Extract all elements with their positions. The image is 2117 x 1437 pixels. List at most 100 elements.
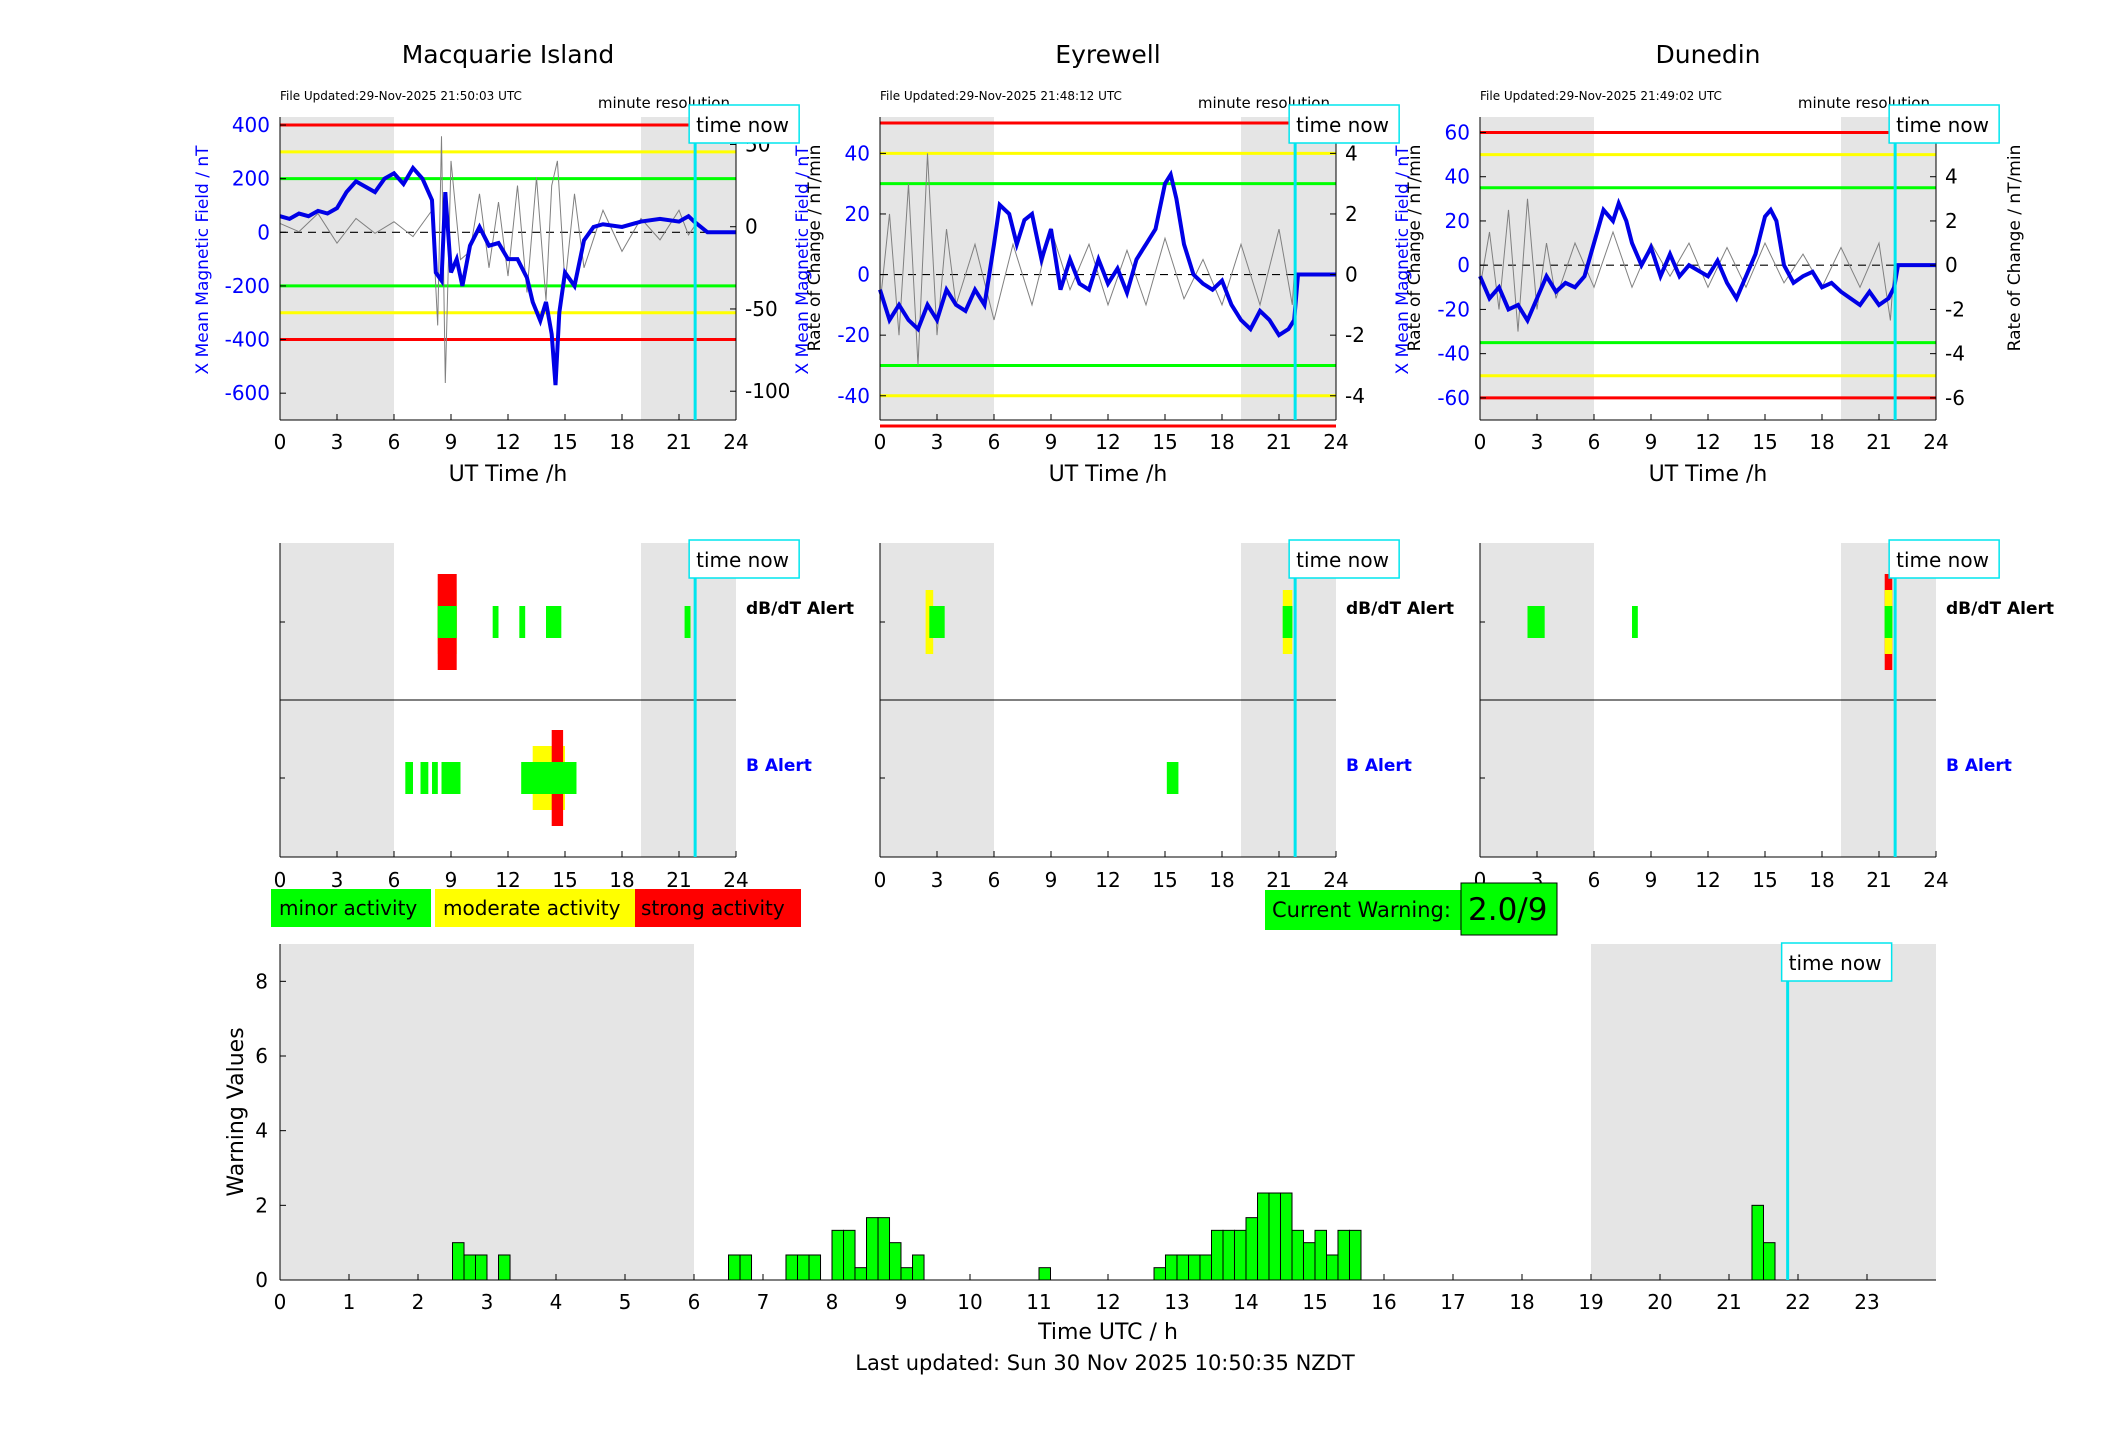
rate-of-change-series <box>879 153 1295 366</box>
left-tick-label: -600 <box>225 381 270 405</box>
legend-strong-label: strong activity <box>641 896 785 920</box>
x-tick-label: 9 <box>1645 868 1658 892</box>
dbdt-alert-block-green <box>1282 606 1293 638</box>
left-tick-label: 60 <box>1445 120 1470 144</box>
night-shading <box>1241 117 1336 420</box>
left-tick-label: 40 <box>1445 165 1470 189</box>
x-tick-label: 20 <box>1647 1290 1672 1314</box>
warning-x-axis-label: Time UTC / h <box>1037 1320 1178 1345</box>
warning-bar <box>1280 1192 1293 1281</box>
warning-bar <box>888 1242 902 1281</box>
x-tick-label: 18 <box>609 430 634 454</box>
night-shading <box>1841 117 1936 420</box>
activity-legend: minor activity moderate activity strong … <box>271 889 801 927</box>
b-alert-block-green <box>1166 762 1179 794</box>
x-tick-label: 2 <box>412 1290 425 1314</box>
warning-bar <box>797 1254 810 1281</box>
x-tick-label: 13 <box>1164 1290 1189 1314</box>
right-tick-label: 0 <box>1345 263 1358 287</box>
x-tick-label: 21 <box>1266 868 1291 892</box>
right-tick-label: 0 <box>1945 253 1958 277</box>
left-tick-label: -200 <box>225 274 270 298</box>
b-alert-block-green <box>405 762 413 794</box>
x-tick-label: 22 <box>1785 1290 1810 1314</box>
x-tick-label: 10 <box>957 1290 982 1314</box>
x-axis-label: UT Time /h <box>1049 462 1168 487</box>
warning-bar <box>1176 1254 1190 1281</box>
warning-bar <box>912 1254 925 1281</box>
right-axis-label: Rate of Change / nT/min <box>2005 145 2025 352</box>
x-tick-label: 18 <box>1209 430 1234 454</box>
x-tick-label: 21 <box>666 430 691 454</box>
time-now-label: time now <box>1296 113 1389 137</box>
station-title: Macquarie Island <box>402 40 615 69</box>
legend-moderate-box <box>435 889 635 927</box>
left-tick-label: 0 <box>257 220 270 244</box>
b-alert-label: B Alert <box>746 756 812 776</box>
x-tick-label: 21 <box>1266 430 1291 454</box>
warning-bar <box>739 1254 753 1281</box>
x-tick-label: 24 <box>723 868 748 892</box>
warning-bar <box>1164 1254 1178 1281</box>
warning-bar <box>877 1217 891 1281</box>
x-tick-label: 16 <box>1371 1290 1396 1314</box>
night-shading <box>641 117 736 420</box>
station-panel-macquarie: Macquarie Island4002000-200-400-600500-5… <box>193 40 854 892</box>
warning-y-axis-label: Warning Values <box>224 1027 249 1196</box>
night-shading <box>1480 117 1594 420</box>
warning-bar <box>474 1254 488 1281</box>
x-tick-label: 6 <box>988 868 1001 892</box>
x-tick-label: 18 <box>1809 430 1834 454</box>
warning-bar <box>1211 1229 1224 1281</box>
file-updated-text: File Updated:29-Nov-2025 21:49:02 UTC <box>1480 89 1722 103</box>
time-now-label: time now <box>1296 548 1389 572</box>
night-shading <box>880 117 994 420</box>
left-axis-label: X Mean Magnetic Field / nT <box>793 145 813 375</box>
file-updated-text: File Updated:29-Nov-2025 21:50:03 UTC <box>280 89 522 103</box>
x-tick-label: 12 <box>495 868 520 892</box>
warning-bar <box>1257 1192 1270 1281</box>
warning-bar <box>1245 1217 1259 1281</box>
x-tick-label: 5 <box>619 1290 632 1314</box>
dbdt-alert-block-green <box>929 606 945 638</box>
warning-bar <box>1751 1204 1764 1281</box>
left-tick-label: -20 <box>837 323 870 347</box>
x-tick-label: 3 <box>481 1290 494 1314</box>
current-warning-value-box <box>1460 882 1558 936</box>
warning-bar <box>498 1254 511 1281</box>
x-tick-label: 0 <box>274 1290 287 1314</box>
warning-bar <box>1268 1192 1281 1281</box>
right-tick-label: -50 <box>745 297 778 321</box>
mean-field-series <box>878 169 1336 338</box>
time-now-box <box>1780 942 1893 982</box>
x-tick-label: 3 <box>331 430 344 454</box>
x-tick-label: 9 <box>445 430 458 454</box>
right-tick-label: -4 <box>1945 342 1965 366</box>
left-tick-label: -20 <box>1437 297 1470 321</box>
warning-bar <box>1349 1229 1362 1281</box>
x-tick-label: 21 <box>1866 868 1891 892</box>
night-shading <box>280 117 394 420</box>
dbdt-alert-block-green <box>492 606 499 638</box>
x-tick-label: 19 <box>1578 1290 1603 1314</box>
left-tick-label: 40 <box>845 141 870 165</box>
x-tick-label: 3 <box>931 868 944 892</box>
y-tick-label: 4 <box>255 1119 268 1143</box>
dbdt-alert-block-green <box>519 606 526 638</box>
right-axis-label: Rate of Change / nT/min <box>1405 145 1425 352</box>
x-tick-label: 15 <box>1152 868 1177 892</box>
x-tick-label: 14 <box>1233 1290 1258 1314</box>
y-tick-label: 6 <box>255 1044 268 1068</box>
time-now-box <box>1288 104 1400 144</box>
x-tick-label: 11 <box>1026 1290 1051 1314</box>
legend-strong-box <box>635 889 801 927</box>
dbdt-alert-block-green <box>546 606 562 638</box>
warning-bar <box>1326 1254 1339 1281</box>
dbdt-alert-label: dB/dT Alert <box>746 599 854 619</box>
time-now-box <box>1288 539 1400 579</box>
x-tick-label: 23 <box>1854 1290 1879 1314</box>
current-warning-value: 2.0/9 <box>1468 892 1547 928</box>
x-tick-label: 24 <box>1923 868 1948 892</box>
time-now-label: time now <box>1896 113 1989 137</box>
x-tick-label: 21 <box>666 868 691 892</box>
